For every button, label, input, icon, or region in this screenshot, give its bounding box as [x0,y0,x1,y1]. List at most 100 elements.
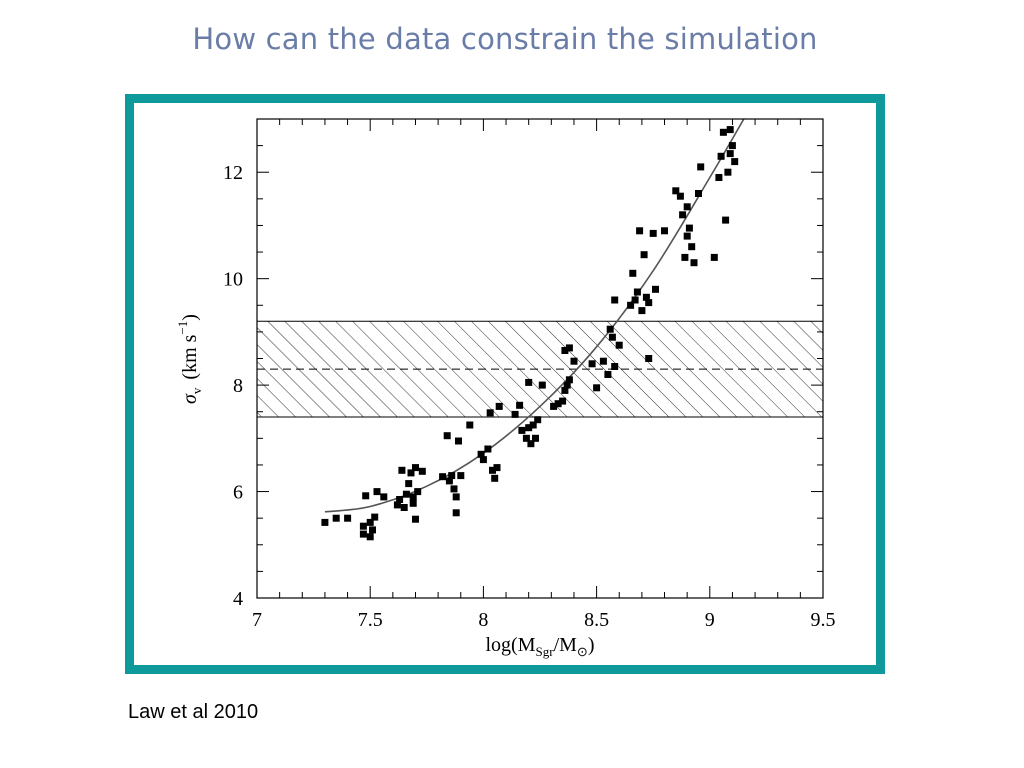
data-point [640,251,648,259]
data-point [715,174,723,181]
data-point [529,421,537,429]
data-point [534,416,542,424]
data-point [717,152,725,160]
data-point [652,285,659,293]
data-point [452,509,460,517]
data-point [439,473,447,481]
data-point [645,355,653,362]
data-point [448,472,456,480]
x-tick-label: 7.5 [358,609,383,631]
data-point [516,401,524,409]
data-point [455,437,462,445]
x-tick-label: 8 [478,609,488,631]
data-point [457,472,465,480]
data-point [565,376,573,384]
data-point [588,360,596,368]
data-point [726,150,734,158]
data-point [638,307,646,315]
data-point [690,259,698,267]
data-point [525,424,533,432]
data-point [563,381,571,389]
data-point [412,464,419,472]
data-point [633,288,641,296]
data-point [554,400,562,408]
y-tick-label: 4 [233,588,243,610]
data-point [611,296,619,304]
data-point [532,434,539,442]
data-point [527,440,535,448]
data-point [445,477,453,485]
x-tick-label: 9 [705,609,715,631]
y-tick-label: 8 [233,375,243,397]
data-point [359,522,367,530]
data-point [522,434,530,442]
data-point [615,341,623,349]
citation-text: Law et al 2010 [128,701,259,723]
data-point [604,371,612,378]
data-point [631,296,639,304]
data-point [486,409,494,417]
data-point [683,203,691,211]
hatched-band-group [257,320,823,418]
data-point [362,492,370,500]
data-point [393,501,401,509]
data-point [369,526,376,534]
data-point [491,474,499,482]
data-point [405,480,413,488]
data-point [661,227,668,235]
slide-title: How can the data constrain the simulatio… [192,22,818,56]
data-point [443,432,451,440]
data-point [484,445,492,453]
data-point [450,485,458,493]
data-point [525,378,533,386]
data-point [683,232,691,240]
data-point [559,397,567,405]
data-point [722,216,730,224]
data-point [731,158,739,166]
data-point [412,515,419,523]
data-point [396,496,404,503]
data-point [380,493,388,501]
data-point [561,386,569,394]
data-point [627,301,635,309]
data-point [409,499,417,507]
data-point [629,269,637,277]
data-point [344,514,352,522]
fit-curve [324,119,745,513]
data-point [688,243,696,251]
data-point [495,402,503,410]
fit-curve-group [324,119,745,513]
data-points-group [321,126,739,541]
data-point [645,299,653,307]
data-point [332,514,340,522]
data-point [402,490,410,498]
data-point [550,402,558,410]
data-point [695,190,702,197]
data-point [611,363,619,370]
x-tick-label: 7 [252,609,262,631]
data-point [414,488,422,496]
data-point [373,488,381,496]
data-point [642,293,650,301]
data-point [489,466,496,474]
y-axis-label: σv(km s−1) [175,314,204,404]
data-point [359,530,367,538]
data-point [679,211,687,219]
data-point [366,533,374,541]
data-point [418,467,426,475]
data-point [593,384,601,392]
x-axis-label: log(MSgr/M⊙) [486,634,595,659]
data-point [608,333,616,341]
data-point [710,253,718,261]
y-tick-label: 6 [233,482,243,504]
data-point [676,192,684,200]
data-point [561,347,569,354]
y-tick-label: 10 [223,269,243,291]
data-point [728,142,736,150]
data-point [407,469,415,477]
x-tick-label: 8.5 [584,609,609,631]
x-tick-label: 9.5 [811,609,836,631]
data-point [636,227,644,235]
axis-ticks-group: 7 7.5 8 8.5 9 9.5 4 6 8 10 12 [223,118,836,631]
data-point [511,410,519,418]
